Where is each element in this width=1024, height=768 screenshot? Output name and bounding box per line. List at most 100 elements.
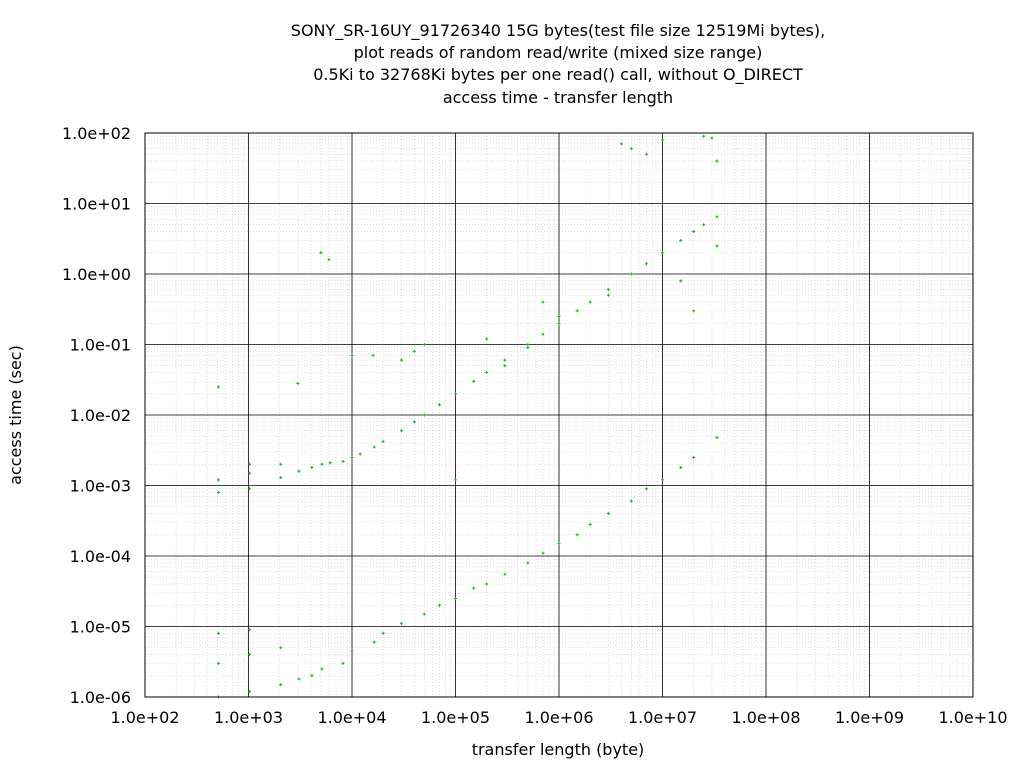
data-point — [485, 582, 489, 586]
data-point — [297, 677, 301, 681]
data-point — [248, 689, 252, 693]
data-point — [279, 646, 283, 650]
data-point — [310, 466, 314, 470]
data-point — [328, 461, 332, 465]
data-point — [661, 478, 664, 482]
data-point — [310, 674, 314, 678]
data-point — [248, 471, 252, 475]
data-point — [702, 223, 706, 227]
data-point — [399, 429, 403, 433]
data-point — [454, 596, 457, 600]
grid-lines — [144, 132, 974, 698]
chart-title-line-3: 0.5Ki to 32768Ki bytes per one read() ca… — [313, 65, 803, 85]
data-point — [575, 309, 579, 313]
data-point — [454, 478, 457, 482]
y-tick-label: 1.0e-04 — [70, 547, 131, 566]
data-point — [629, 272, 633, 276]
data-point — [422, 413, 426, 417]
data-point — [541, 551, 545, 555]
data-point — [692, 309, 696, 313]
data-point — [216, 631, 220, 635]
x-tick-label: 1.0e+09 — [835, 708, 904, 727]
data-point — [526, 346, 530, 350]
x-tick-label: 1.0e+02 — [110, 708, 179, 727]
data-point — [371, 353, 375, 357]
data-point — [350, 353, 354, 357]
data-point — [661, 138, 664, 142]
data-point — [526, 343, 530, 346]
data-point — [606, 288, 610, 292]
data-point — [575, 533, 579, 537]
data-point — [557, 321, 561, 325]
data-point — [381, 631, 385, 635]
x-tick-label: 1.0e+03 — [214, 708, 283, 727]
data-points — [216, 134, 719, 699]
x-axis-ticks: 1.0e+02 1.0e+03 1.0e+04 1.0e+05 1.0e+06 1.0e+… — [110, 708, 1007, 727]
data-point — [437, 403, 441, 407]
data-point — [248, 487, 252, 491]
data-point — [399, 358, 403, 362]
data-point — [327, 258, 331, 262]
data-point — [692, 230, 696, 234]
data-point — [216, 661, 220, 665]
x-tick-label: 1.0e+08 — [731, 708, 800, 727]
y-axis-label: access time (sec) — [6, 345, 25, 485]
data-point — [381, 440, 385, 444]
data-point — [320, 462, 324, 466]
chart-title-line-1: SONY_SR-16UY_91726340 15G bytes(test fil… — [291, 21, 825, 41]
plot-border — [144, 132, 974, 698]
data-point — [557, 542, 561, 546]
data-point — [279, 475, 283, 479]
data-point — [702, 134, 706, 138]
data-point — [619, 142, 623, 146]
data-point — [606, 512, 610, 516]
data-point — [715, 215, 719, 219]
data-point — [692, 455, 696, 459]
data-point — [472, 586, 476, 590]
data-point — [248, 653, 252, 657]
data-point — [248, 628, 252, 632]
y-tick-label: 1.0e+02 — [62, 124, 131, 143]
data-point — [485, 337, 489, 341]
data-point — [606, 293, 610, 297]
data-point — [715, 244, 719, 248]
x-tick-label: 1.0e+10 — [938, 708, 1007, 727]
chart-title: SONY_SR-16UY_91726340 15G bytes(test fil… — [291, 21, 825, 107]
data-point — [644, 152, 648, 156]
data-point — [644, 487, 648, 491]
data-point — [679, 466, 683, 470]
data-point — [588, 300, 592, 304]
data-point — [454, 392, 457, 396]
y-tick-label: 1.0e-05 — [70, 618, 131, 637]
data-point — [341, 459, 345, 463]
data-point — [216, 490, 220, 494]
data-point — [248, 462, 252, 466]
y-tick-label: 1.0e-06 — [70, 688, 131, 707]
x-tick-label: 1.0e+04 — [317, 708, 386, 727]
data-point — [629, 147, 633, 151]
data-point — [320, 667, 324, 671]
data-point — [503, 358, 507, 362]
data-point — [644, 262, 648, 266]
y-tick-label: 1.0e-01 — [70, 336, 131, 355]
data-point — [358, 452, 362, 456]
data-point — [319, 251, 323, 255]
data-point — [297, 469, 301, 473]
data-point — [526, 561, 530, 565]
data-point — [350, 455, 354, 459]
data-point — [341, 661, 345, 665]
data-point — [503, 572, 507, 576]
data-point — [679, 238, 683, 242]
y-tick-label: 1.0e-02 — [70, 406, 131, 425]
data-point — [472, 379, 476, 383]
x-axis-label: transfer length (byte) — [472, 740, 645, 759]
data-point — [412, 349, 416, 353]
y-tick-label: 1.0e+01 — [62, 195, 131, 214]
data-point — [715, 435, 719, 439]
data-point — [485, 371, 489, 375]
data-point — [372, 445, 376, 449]
data-point — [296, 381, 300, 385]
data-point — [350, 649, 354, 653]
data-point — [503, 364, 507, 368]
